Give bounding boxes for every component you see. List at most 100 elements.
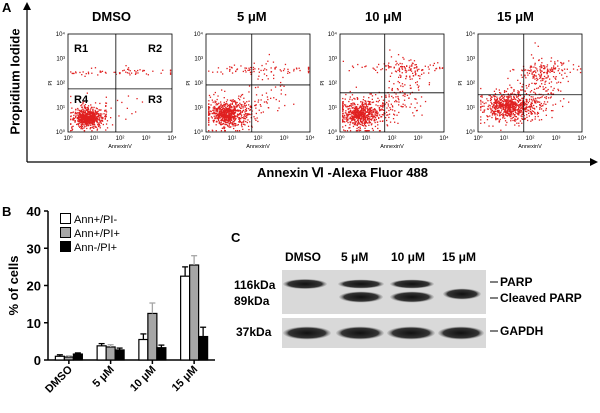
blot-label-cleaved-parp: Cleaved PARP	[500, 291, 582, 305]
band-cleaved-10um	[390, 291, 434, 303]
legend-swatch-black	[60, 241, 71, 252]
x-tick-label: 10⁴	[577, 135, 587, 142]
y-tick-label: 10³	[56, 57, 65, 63]
legend-swatch-gray	[60, 227, 71, 238]
y-tick-label: 0	[34, 353, 41, 368]
blot-mw-116: 116kDa	[234, 278, 276, 292]
x-tick-label: 10⁴	[439, 135, 449, 142]
panel-a-letter: A	[2, 0, 12, 15]
band-gapdh-15um	[438, 326, 484, 340]
y-tick-label: 10²	[466, 81, 475, 87]
y-tick-label: 10⁰	[466, 129, 476, 136]
scatter-points	[480, 42, 582, 131]
y-tick-label: 10¹	[328, 106, 337, 112]
flow-condition-5um: 5 μM	[237, 9, 267, 24]
blot-lane-15um: 15 μM	[442, 250, 477, 264]
x-tick-label: 10¹	[90, 136, 99, 142]
plot-y-label: PI	[458, 80, 464, 86]
y-tick-label: 10	[27, 316, 41, 331]
scatter-points	[70, 65, 172, 132]
x-tick-label: 10⁴	[167, 135, 177, 142]
x-tick-label: 10⁰	[201, 135, 211, 142]
plot-y-label: PI	[320, 80, 326, 86]
x-tick-label: 10⁰	[335, 135, 345, 142]
blot-lane-5um: 5 μM	[341, 250, 369, 264]
y-tick-label: 10²	[56, 81, 65, 87]
legend-item-ann-pos-pi-pos: Ann+/PI+	[60, 227, 120, 240]
quadrant-label-r3: R3	[148, 94, 162, 106]
y-tick-label: 10⁰	[56, 129, 66, 136]
x-tick-label: 10³	[280, 136, 289, 142]
band-parp-10um	[390, 279, 434, 289]
x-tick-label: 10¹	[228, 136, 237, 142]
blot-mw-37: 37kDa	[236, 325, 272, 339]
plot-x-label: AnnexinV	[246, 144, 270, 150]
blot-label-gapdh: GAPDH	[500, 324, 544, 338]
band-gapdh-10um	[387, 326, 435, 340]
legend-item-ann-neg-pi-pos: Ann-/PI+	[60, 241, 117, 254]
bar-2-2	[156, 347, 167, 361]
plot-y-label: PI	[48, 80, 54, 86]
x-tick-label: 10³	[142, 136, 151, 142]
x-tick-label: 10⁰	[63, 135, 73, 142]
flow-condition-10um: 10 μM	[365, 9, 402, 24]
x-tick-label: 10¹	[500, 136, 509, 142]
y-tick-label: 10⁴	[56, 31, 66, 38]
y-tick-label: 10⁴	[328, 31, 338, 38]
x-tick-label: 10³	[414, 136, 423, 142]
y-tick-label: 10³	[328, 57, 337, 63]
legend-label: Ann+/PI-	[74, 214, 118, 226]
blot-mw-89: 89kDa	[234, 294, 270, 308]
y-tick-label: 10⁰	[328, 129, 338, 136]
band-gapdh-dmso	[283, 326, 331, 340]
scatter-points	[208, 53, 310, 132]
x-tick-label: 10²	[526, 136, 535, 142]
plot-x-label: AnnexinV	[518, 144, 542, 150]
y-tick-label: 10³	[466, 57, 475, 63]
blot-label-parp: PARP	[500, 275, 533, 289]
y-tick-label: 10⁴	[466, 31, 476, 38]
band-cleaved-15um	[443, 288, 481, 300]
blot-lane-10um: 10 μM	[391, 250, 426, 264]
legend-swatch-white	[60, 213, 71, 224]
scatter-points	[342, 49, 444, 132]
y-axis-label: % of cells	[6, 256, 21, 316]
legend-label: Ann-/PI+	[74, 242, 118, 254]
flow-condition-15um: 15 μM	[497, 9, 534, 24]
plot-x-label: AnnexinV	[380, 144, 404, 150]
x-tick-label: 10³	[552, 136, 561, 142]
x-tick-label: 10²	[116, 136, 125, 142]
band-gapdh-5um	[336, 326, 384, 340]
quadrant-label-r4: R4	[74, 94, 89, 106]
x-tick-label: 10²	[388, 136, 397, 142]
x-tick-label: 10¹	[362, 136, 371, 142]
y-tick-label: 20	[27, 279, 41, 294]
blot-lane-dmso: DMSO	[285, 250, 321, 264]
panel-a-frame	[23, 2, 598, 166]
legend-item-ann-pos-pi-neg: Ann+/PI-	[60, 213, 117, 226]
quadrant-label-r1: R1	[74, 43, 88, 55]
y-tick-label: 10¹	[466, 106, 475, 112]
x-tick-label: 10⁰	[473, 135, 483, 142]
panel-c-letter: C	[231, 230, 241, 245]
band-parp-dmso	[283, 279, 327, 289]
y-tick-label: 10⁴	[194, 31, 204, 38]
y-tick-label: 10³	[194, 57, 203, 63]
panel-b-letter: B	[2, 204, 12, 219]
plot-x-label: AnnexinV	[108, 144, 132, 150]
y-tick-label: 10²	[328, 81, 337, 87]
x-tick-label: 10²	[254, 136, 263, 142]
y-tick-label: 30	[27, 241, 41, 256]
x-tick-label: 10⁴	[305, 135, 315, 142]
band-cleaved-5um	[339, 291, 383, 303]
plot-y-label: PI	[186, 80, 192, 86]
legend-label: Ann+/PI+	[74, 228, 120, 240]
flow-condition-dmso: DMSO	[92, 9, 131, 24]
y-tick-label: 40	[27, 204, 41, 219]
